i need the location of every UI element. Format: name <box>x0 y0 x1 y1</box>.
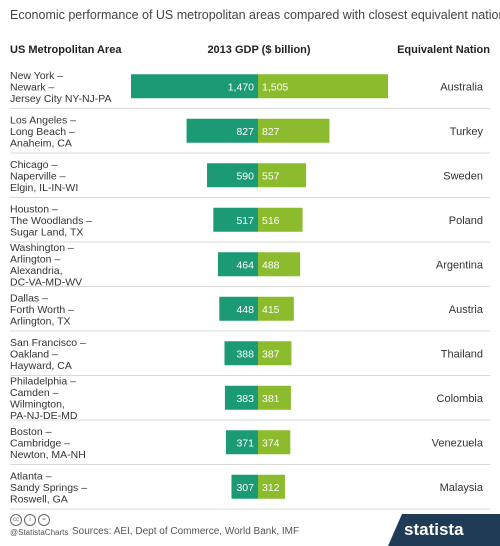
nation-gdp-bar <box>258 252 301 277</box>
equivalent-nation-label: Poland <box>449 215 483 227</box>
metro-area-label: Naperville – <box>10 170 66 182</box>
metro-area-label: Arlington, TX <box>10 315 71 327</box>
statista-credit: @StatistaCharts <box>10 528 69 537</box>
metro-area-label: The Woodlands – <box>10 215 92 227</box>
metro-area-header: US Metropolitan Area <box>10 44 122 56</box>
nation-gdp-bar <box>258 163 307 188</box>
equivalent-nation-label: Venezuela <box>432 437 484 449</box>
metro-gdp-value: 448 <box>236 304 254 316</box>
metro-area-label: San Francisco – <box>10 337 86 349</box>
metro-gdp-value: 1,470 <box>228 81 254 93</box>
nation-gdp-bar <box>258 474 285 499</box>
chart-title: Economic performance of US metropolitan … <box>10 8 500 22</box>
metro-gdp-bar <box>186 118 258 143</box>
metro-area-label: Sugar Land, TX <box>10 226 83 238</box>
metro-area-label: New York – <box>10 70 63 82</box>
metro-area-label: Boston – <box>10 426 52 438</box>
nation-gdp-bar <box>258 118 330 143</box>
metro-gdp-value: 371 <box>236 437 254 449</box>
nation-gdp-value: 827 <box>262 126 280 138</box>
nation-gdp-value: 387 <box>262 348 280 360</box>
metro-gdp-bar <box>224 385 258 410</box>
metro-area-label: Dallas – <box>10 292 48 304</box>
metro-area-label: Alexandria, <box>10 265 63 277</box>
nation-gdp-value: 516 <box>262 215 280 227</box>
cc-icon: cc <box>10 514 22 526</box>
metro-gdp-value: 388 <box>236 348 254 360</box>
nation-gdp-bar <box>258 74 388 99</box>
metro-area-label: Hayward, CA <box>10 360 72 372</box>
metro-gdp-value: 464 <box>236 259 254 271</box>
nation-gdp-value: 557 <box>262 170 280 182</box>
metro-area-label: Elgin, IL-IN-WI <box>10 182 78 194</box>
nation-gdp-bar <box>258 296 294 321</box>
nation-gdp-bar <box>258 385 291 410</box>
equivalent-nation-label: Thailand <box>441 348 483 360</box>
nation-gdp-value: 1,505 <box>262 81 288 93</box>
metro-gdp-bar <box>131 74 258 99</box>
footer: cc i = @StatistaCharts Sources: AEI, Dep… <box>0 514 500 546</box>
metro-gdp-value: 590 <box>236 170 254 182</box>
equivalent-nation-header: Equivalent Nation <box>397 44 490 56</box>
equivalent-nation-label: Malaysia <box>440 482 484 494</box>
metro-area-label: Atlanta – <box>10 470 52 482</box>
metro-area-label: Newark – <box>10 81 55 93</box>
metro-area-label: Forth Worth – <box>10 304 74 316</box>
metro-area-label: Jersey City NY-NJ-PA <box>10 93 112 105</box>
metro-gdp-bar <box>224 341 258 366</box>
equivalent-nation-label: Turkey <box>450 126 484 138</box>
metro-area-label: Houston – <box>10 203 58 215</box>
nation-gdp-value: 488 <box>262 259 280 271</box>
metro-gdp-bar <box>231 474 258 499</box>
metro-area-label: Chicago – <box>10 159 57 171</box>
equivalent-nation-label: Austria <box>449 304 484 316</box>
metro-area-label: Roswell, GA <box>10 493 68 505</box>
metro-gdp-bar <box>213 207 258 232</box>
metro-area-label: Camden – <box>10 387 59 399</box>
metro-area-label: Sandy Springs – <box>10 482 87 494</box>
statista-logo: statista <box>388 514 500 546</box>
metro-area-label: Newton, MA-NH <box>10 449 86 461</box>
metro-gdp-bar <box>207 163 258 188</box>
metro-gdp-bar <box>217 252 258 277</box>
gdp-header: 2013 GDP ($ billion) <box>207 44 311 56</box>
equivalent-nation-label: Australia <box>440 81 484 93</box>
metro-gdp-value: 827 <box>236 126 254 138</box>
metro-area-label: Cambridge – <box>10 437 70 449</box>
nation-gdp-value: 381 <box>262 393 280 405</box>
metro-area-label: PA-NJ-DE-MD <box>10 410 78 422</box>
metro-gdp-value: 307 <box>236 482 254 494</box>
nation-gdp-value: 415 <box>262 304 280 316</box>
creative-commons-icons: cc i = <box>10 514 50 526</box>
metro-gdp-value: 383 <box>236 393 254 405</box>
nation-gdp-bar <box>258 207 303 232</box>
metro-gdp-value: 517 <box>236 215 254 227</box>
nation-gdp-bar <box>258 430 291 455</box>
metro-area-label: DC-VA-MD-WV <box>10 277 82 289</box>
equivalent-nation-label: Argentina <box>436 259 484 271</box>
metro-area-label: Arlington – <box>10 254 60 266</box>
attribution-icon: i <box>24 514 36 526</box>
nation-gdp-bar <box>258 341 292 366</box>
source-note: Sources: AEI, Dept of Commerce, World Ba… <box>72 526 300 537</box>
nation-gdp-value: 312 <box>262 482 280 494</box>
equivalent-nation-label: Sweden <box>443 170 483 182</box>
metro-area-label: Los Angeles – <box>10 114 76 126</box>
metro-area-label: Wilmington, <box>10 399 65 411</box>
metro-area-label: Oakland – <box>10 348 58 360</box>
nation-gdp-value: 374 <box>262 437 280 449</box>
equivalent-nation-label: Colombia <box>437 393 484 405</box>
no-derivatives-icon: = <box>38 514 50 526</box>
metro-area-label: Washington – <box>10 242 74 254</box>
metro-gdp-bar <box>225 430 258 455</box>
metro-area-label: Long Beach – <box>10 126 75 138</box>
metro-area-label: Philadelphia – <box>10 376 76 388</box>
metro-gdp-bar <box>219 296 258 321</box>
metro-area-label: Anaheim, CA <box>10 137 72 149</box>
